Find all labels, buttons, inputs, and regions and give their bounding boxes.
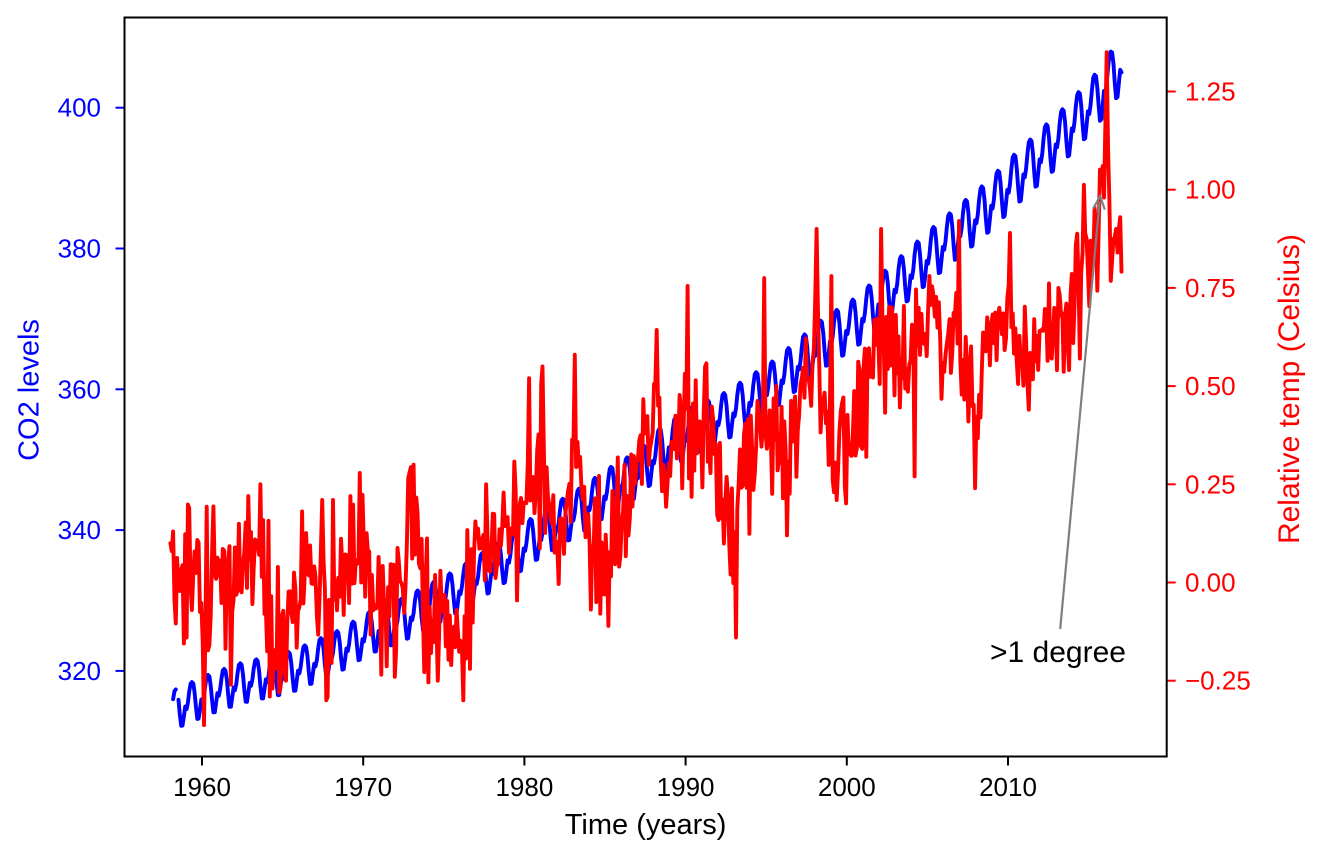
svg-text:400: 400 <box>58 93 101 123</box>
svg-text:0.00: 0.00 <box>1185 568 1236 598</box>
svg-text:320: 320 <box>58 656 101 686</box>
svg-text:−0.25: −0.25 <box>1185 666 1251 696</box>
svg-text:0.50: 0.50 <box>1185 371 1236 401</box>
svg-text:0.75: 0.75 <box>1185 273 1236 303</box>
svg-text:0.25: 0.25 <box>1185 469 1236 499</box>
svg-text:340: 340 <box>58 515 101 545</box>
svg-text:2000: 2000 <box>818 772 876 802</box>
svg-text:1970: 1970 <box>334 772 392 802</box>
svg-text:380: 380 <box>58 234 101 264</box>
svg-text:1980: 1980 <box>495 772 553 802</box>
svg-text:CO2 levels: CO2 levels <box>14 319 46 461</box>
svg-text:1.25: 1.25 <box>1185 77 1236 107</box>
svg-text:360: 360 <box>58 374 101 404</box>
svg-text:>1 degree: >1 degree <box>990 636 1126 669</box>
svg-text:2010: 2010 <box>979 772 1037 802</box>
svg-text:1990: 1990 <box>657 772 715 802</box>
svg-text:1960: 1960 <box>173 772 231 802</box>
svg-text:Relative temp (Celsius): Relative temp (Celsius) <box>1273 234 1306 544</box>
svg-text:Time (years): Time (years) <box>565 809 727 841</box>
svg-text:1.00: 1.00 <box>1185 175 1236 205</box>
